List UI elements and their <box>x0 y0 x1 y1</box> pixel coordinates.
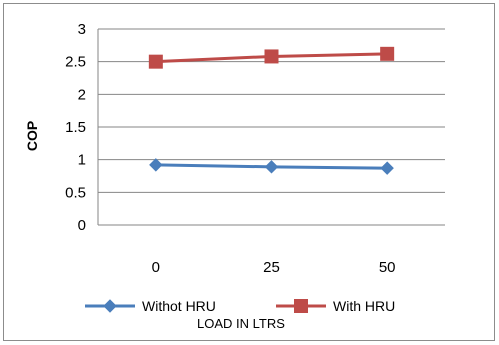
x-axis-label: LOAD IN LTRS <box>197 316 285 331</box>
data-point <box>264 160 279 174</box>
y-tick-label: 3 <box>78 21 86 38</box>
legend-marker <box>103 299 117 313</box>
y-tick-label: 2.5 <box>65 54 86 71</box>
data-point <box>264 49 279 64</box>
chart-frame <box>3 3 495 341</box>
y-tick-labels: 0 0.5 1 1.5 2 2.5 3 <box>65 21 86 234</box>
x-tick-labels: 0 25 50 <box>152 259 396 276</box>
y-tick-label: 0.5 <box>65 184 86 201</box>
series-layer <box>148 46 395 175</box>
legend-label: Withot HRU <box>142 298 216 314</box>
data-point <box>380 161 394 175</box>
legend: Withot HRU With HRU <box>85 298 395 314</box>
data-point <box>148 54 163 69</box>
y-tick-label: 1.5 <box>65 119 86 136</box>
y-tick-label: 1 <box>78 152 86 169</box>
x-tick-label: 25 <box>263 259 280 276</box>
y-tick-label: 2 <box>78 86 86 103</box>
y-axis-label: COP <box>24 121 40 151</box>
y-tick-label: 0 <box>78 217 86 234</box>
legend-label: With HRU <box>333 298 395 314</box>
series-group <box>148 46 395 69</box>
data-point <box>149 158 163 172</box>
x-tick-label: 50 <box>379 259 396 276</box>
legend-marker <box>294 299 308 313</box>
series-group <box>149 158 394 175</box>
x-tick-label: 0 <box>152 259 160 276</box>
data-point <box>380 46 395 61</box>
